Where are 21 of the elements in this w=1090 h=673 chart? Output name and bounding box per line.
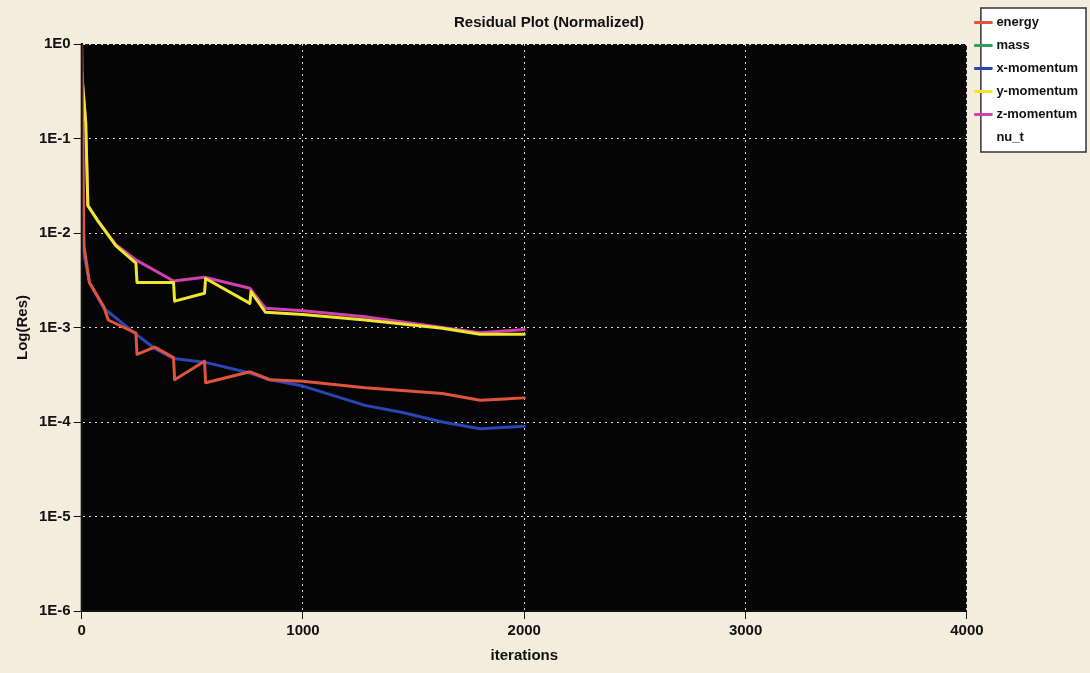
x-tick-label: 3000 (728, 621, 763, 639)
x-tick-label: 4000 (950, 621, 984, 639)
text: nu_t (996, 129, 1025, 145)
y-tick-label: 1E-5 (39, 506, 71, 524)
y-tick-label: 1E-3 (39, 317, 71, 335)
legend-label: mass (996, 37, 1030, 53)
x-axis-title: iterations (490, 646, 559, 664)
legend-label: x-momentum (996, 60, 1079, 76)
legend-label: energy (996, 14, 1040, 30)
y-tick-label: 1E-6 (39, 601, 71, 619)
y-tick-label: 1E-4 (39, 412, 72, 430)
y-tick-label: 1E0 (43, 34, 71, 52)
y-tick-label: 1E-1 (39, 128, 71, 146)
x-tick-label: 0 (77, 621, 86, 639)
legend-label: y-momentum (996, 83, 1079, 99)
x-tick-label: 2000 (507, 621, 541, 639)
y-axis-title: Log(Res) (13, 295, 31, 360)
x-tick-label: 1000 (286, 621, 320, 639)
chart-title: Residual Plot (Normalized) (453, 13, 645, 31)
legend-label: z-momentum (996, 106, 1078, 122)
y-tick-label: 1E-2 (39, 223, 71, 241)
